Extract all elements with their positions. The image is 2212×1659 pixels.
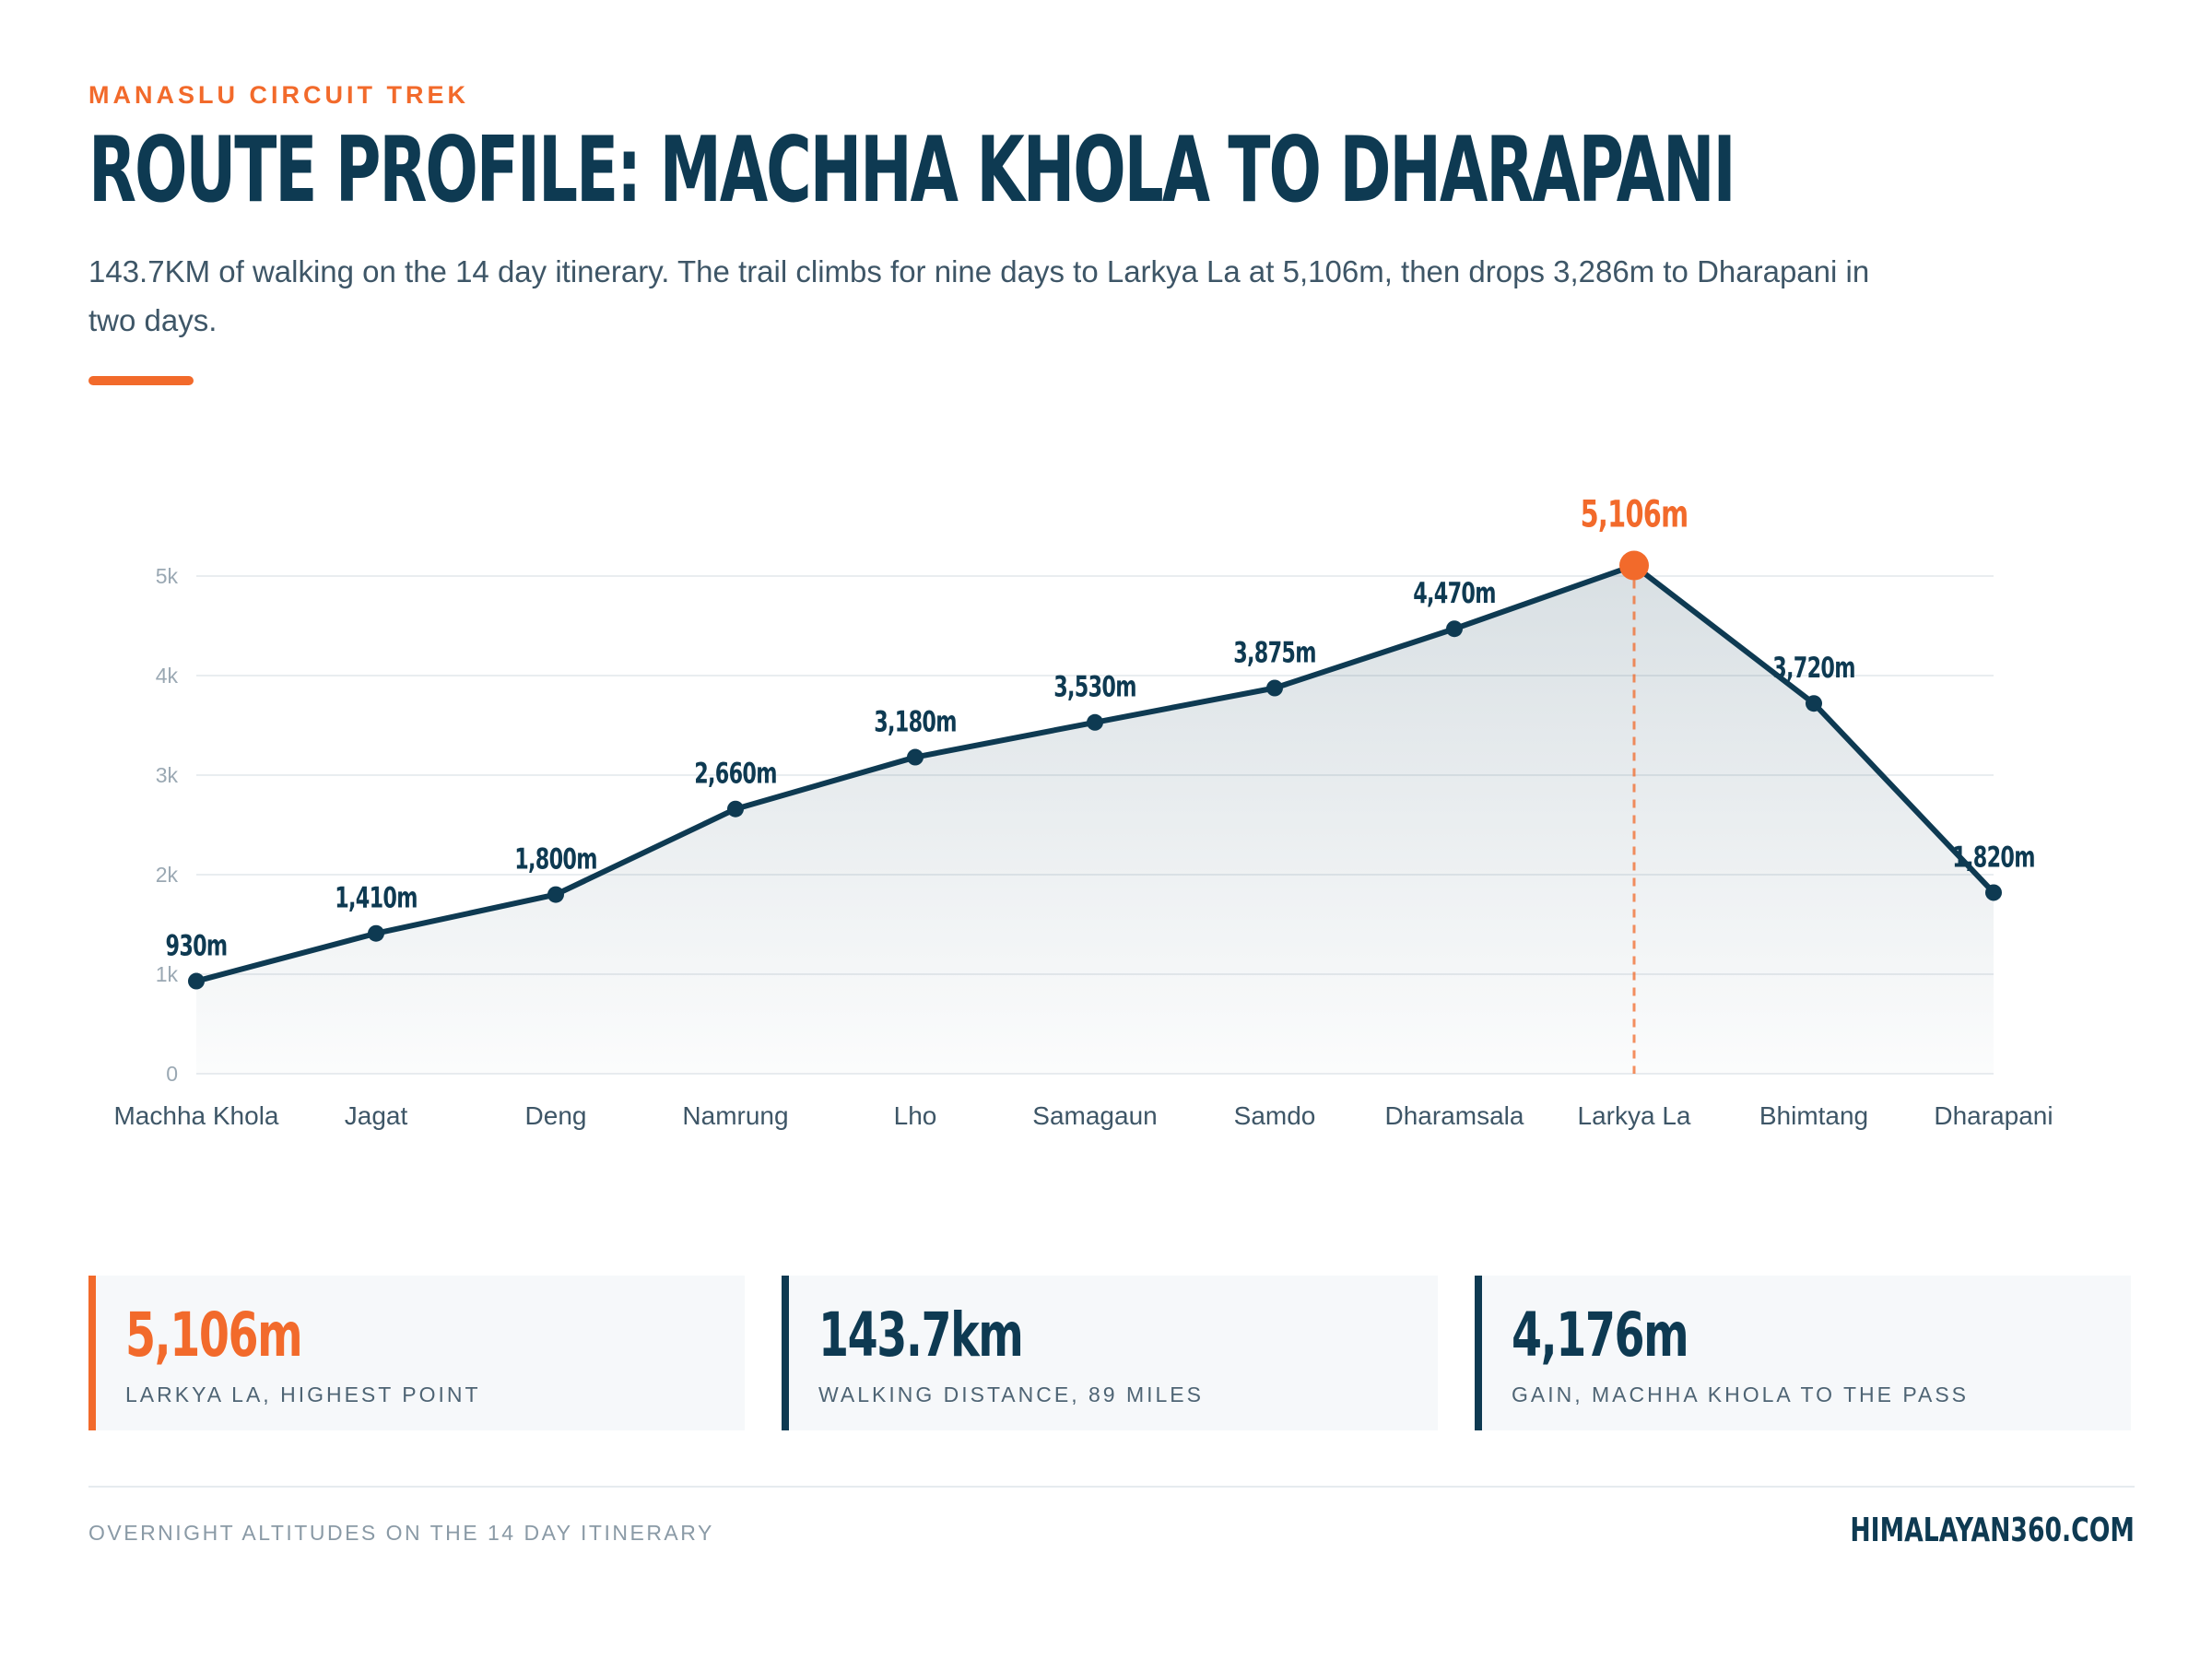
y-tick-label: 1k bbox=[156, 962, 179, 986]
x-tick-label: Jagat bbox=[345, 1101, 408, 1130]
page-title: ROUTE PROFILE: MACHHA KHOLA TO DHARAPANI bbox=[88, 118, 1736, 223]
data-point bbox=[1087, 713, 1103, 731]
y-axis-ticks: 0 1k 2k 3k 4k 5k bbox=[156, 564, 179, 1086]
data-point bbox=[1985, 884, 2002, 901]
data-label: 930m bbox=[166, 930, 228, 963]
x-tick-label: Samdo bbox=[1234, 1101, 1316, 1130]
data-point bbox=[368, 924, 384, 942]
x-tick-label: Bhimtang bbox=[1759, 1101, 1868, 1130]
y-tick-label: 4k bbox=[156, 664, 179, 688]
x-tick-label: Dharamsala bbox=[1385, 1101, 1524, 1130]
stat-value: 143.7km bbox=[818, 1300, 1024, 1371]
data-label: 3,875m bbox=[1233, 637, 1316, 670]
data-label: 1,800m bbox=[514, 843, 597, 877]
footer-note: OVERNIGHT ALTITUDES ON THE 14 DAY ITINER… bbox=[88, 1521, 714, 1545]
data-label: 4,470m bbox=[1413, 578, 1496, 611]
y-tick-label: 5k bbox=[156, 564, 179, 588]
data-labels: 930m 1,410m 1,800m 2,660m 3,180m 3,530m 3,875m… bbox=[166, 494, 2036, 963]
data-label: 1,820m bbox=[1952, 841, 2035, 875]
data-point bbox=[727, 800, 744, 818]
area-shape bbox=[196, 565, 1994, 1074]
data-point bbox=[1806, 695, 1822, 712]
data-label: 1,410m bbox=[335, 882, 418, 915]
stat-value: 4,176m bbox=[1512, 1300, 1689, 1371]
data-label: 2,660m bbox=[694, 758, 777, 791]
peak-data-label: 5,106m bbox=[1581, 494, 1688, 536]
eyebrow-label: MANASLU CIRCUIT TREK bbox=[88, 81, 469, 109]
y-tick-label: 0 bbox=[166, 1062, 178, 1086]
stat-value: 5,106m bbox=[125, 1300, 303, 1371]
x-tick-label: Lho bbox=[894, 1101, 937, 1130]
x-tick-label: Namrung bbox=[682, 1101, 788, 1130]
x-tick-label: Deng bbox=[525, 1101, 587, 1130]
footer-divider bbox=[88, 1486, 2135, 1488]
data-point bbox=[1266, 679, 1283, 697]
x-tick-label: Samagaun bbox=[1032, 1101, 1157, 1130]
y-tick-label: 2k bbox=[156, 863, 179, 887]
stat-card-highest-point: 5,106m LARKYA LA, HIGHEST POINT bbox=[88, 1276, 745, 1430]
x-tick-label: Machha Khola bbox=[113, 1101, 278, 1130]
peak-point bbox=[1619, 550, 1649, 581]
data-point bbox=[1446, 620, 1463, 638]
stat-card-walking-distance: 143.7km WALKING DISTANCE, 89 MILES bbox=[782, 1276, 1438, 1430]
data-label: 3,530m bbox=[1053, 671, 1136, 704]
data-label: 3,720m bbox=[1772, 653, 1855, 686]
data-point bbox=[188, 972, 205, 990]
area-fill bbox=[196, 565, 1994, 1074]
footer-brand[interactable]: HIMALAYAN360.COM bbox=[1850, 1512, 2135, 1549]
x-tick-label: Dharapani bbox=[1934, 1101, 2053, 1130]
data-point bbox=[547, 886, 564, 903]
page-subtitle: 143.7KM of walking on the 14 day itinera… bbox=[88, 254, 1870, 337]
x-axis-ticks: Machha Khola Jagat Deng Namrung Lho Samagaun S… bbox=[113, 1101, 2053, 1130]
accent-divider bbox=[88, 376, 194, 385]
stat-label: GAIN, MACHHA KHOLA TO THE PASS bbox=[1512, 1382, 1970, 1406]
stat-card-elevation-gain: 4,176m GAIN, MACHHA KHOLA TO THE PASS bbox=[1475, 1276, 2131, 1430]
x-tick-label: Larkya La bbox=[1578, 1101, 1691, 1130]
y-tick-label: 3k bbox=[156, 763, 179, 787]
stat-label: WALKING DISTANCE, 89 MILES bbox=[818, 1382, 1204, 1406]
data-label: 3,180m bbox=[874, 706, 957, 739]
data-point bbox=[907, 748, 924, 766]
stat-label: LARKYA LA, HIGHEST POINT bbox=[125, 1382, 481, 1406]
data-points bbox=[188, 550, 2002, 990]
